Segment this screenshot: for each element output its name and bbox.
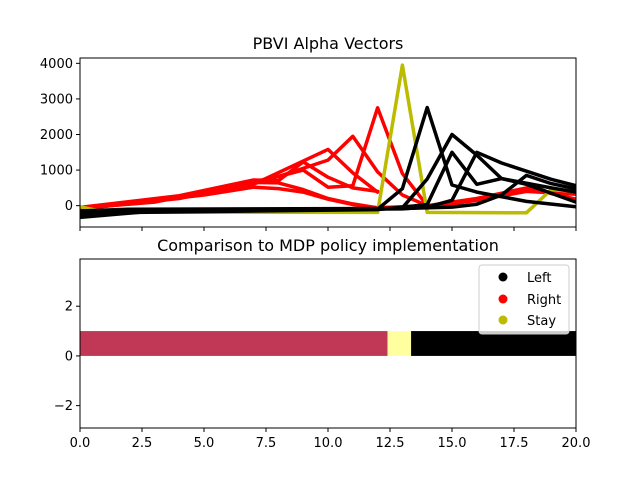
policy-segment-1 [80,331,388,356]
legend: Left Right Stay [478,264,570,335]
x-tick-label: 0.0 [70,436,91,451]
x-tick-label: 7.5 [256,436,277,451]
x-tick-label: 20.0 [562,436,591,451]
legend-label-right: Right [527,293,561,308]
y-tick-label: 3000 [40,92,73,107]
x-tick-label: 10.0 [314,436,343,451]
policy-segment-3 [411,331,576,356]
alpha-vectors-title: PBVI Alpha Vectors [253,34,404,53]
alpha-vectors-panel: PBVI Alpha Vectors 0 1000 2000 3000 4000 [40,34,577,231]
x-tick-label: 15.0 [438,436,467,451]
mdp-comparison-x-axis: 0.0 2.5 5.0 7.5 10.0 12.5 15.0 17.5 20.0 [70,428,591,451]
alpha-vector-lines [80,63,576,220]
mdp-comparison-title: Comparison to MDP policy implementation [157,236,499,255]
x-tick-label: 5.0 [194,436,215,451]
y-tick-label: 0 [65,349,73,364]
x-tick-label: 2.5 [132,436,153,451]
alpha-vector-line-12 [80,173,576,213]
alpha-vector-line-6 [80,180,576,211]
y-tick-label: 2000 [40,128,73,143]
policy-segment-2 [387,331,412,356]
y-tick-label: 1000 [40,164,73,179]
x-tick-label: 17.5 [500,436,529,451]
y-tick-label: 0 [65,199,73,214]
legend-marker-left [498,272,508,282]
x-tick-label: 12.5 [376,436,405,451]
legend-marker-right [498,294,508,304]
policy-bars [80,331,576,356]
y-tick-label: 4000 [40,57,73,72]
y-tick-label: 2 [65,300,73,315]
mdp-comparison-y-axis: −2 0 2 [54,300,80,414]
alpha-vectors-y-axis: 0 1000 2000 3000 4000 [40,57,80,214]
alpha-vectors-x-axis [79,227,577,231]
legend-marker-stay [498,315,508,325]
y-tick-label: −2 [54,399,73,414]
legend-label-stay: Stay [527,314,556,329]
mdp-comparison-panel: Comparison to MDP policy implementation … [54,236,591,451]
legend-label-left: Left [527,271,551,286]
